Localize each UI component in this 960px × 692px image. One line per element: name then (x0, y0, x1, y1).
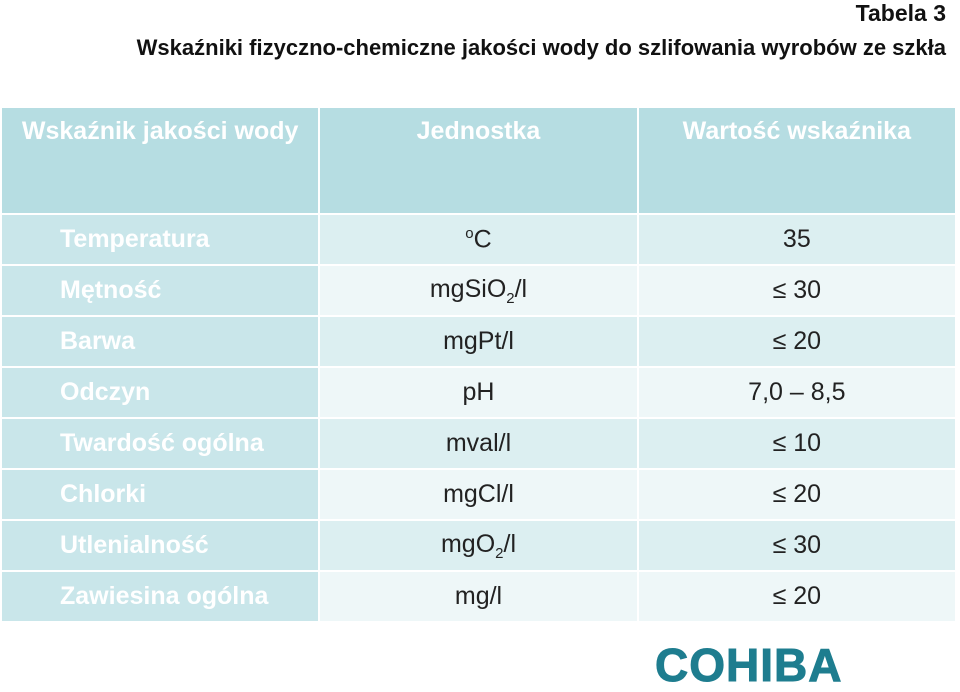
value-cell: 7,0 – 8,5 (638, 368, 955, 417)
column-header: Jednostka (320, 108, 637, 213)
table-row: Barwa mgPt/l ≤ 20 (2, 317, 955, 366)
unit-part: pH (462, 378, 495, 406)
table-row: Temperatura oC 35 (2, 215, 955, 264)
parameter-cell: Zawiesina ogólna (2, 572, 319, 621)
logo: COHIBA (654, 639, 843, 692)
parameter-cell: Twardość ogólna (2, 419, 319, 468)
unit-part: mgO (440, 529, 496, 558)
unit-cell: oC (320, 215, 637, 264)
parameter-cell: Temperatura (2, 215, 319, 264)
parameter-cell: Barwa (2, 317, 319, 366)
table-row: Chlorki mgCl/l ≤ 20 (2, 470, 955, 519)
unit-part: /l (503, 529, 517, 558)
table-row: Zawiesina ogólna mg/l ≤ 20 (2, 572, 955, 621)
value-cell: 35 (638, 215, 955, 264)
table-row: Twardość ogólna mval/l ≤ 10 (2, 419, 955, 468)
table-row: Mętność mgSiO2/l ≤ 30 (2, 266, 955, 315)
unit-cell: mgSiO2/l (320, 266, 637, 315)
unit-part: mgSiO (429, 274, 507, 303)
unit-part: 2 (495, 544, 504, 562)
unit-cell: mgPt/l (320, 317, 637, 366)
value-cell: ≤ 20 (638, 317, 955, 366)
value-cell: ≤ 30 (638, 266, 955, 315)
value-cell: ≤ 30 (638, 521, 955, 570)
parameter-cell: Utlenialność (2, 521, 319, 570)
table: Wskaźnik jakości wody Jednostka Wartość ws… (0, 106, 957, 623)
unit-cell: mg/l (320, 572, 637, 621)
unit-cell: mgO2/l (320, 521, 637, 570)
unit-part: 2 (506, 289, 515, 307)
unit-cell: mval/l (320, 419, 637, 468)
unit-part: mgCl/l (443, 480, 514, 508)
title: Wskaźniki fizyczno-chemiczne jakości wod… (136, 35, 946, 60)
unit-part: /l (514, 274, 528, 303)
unit-part: C (473, 225, 492, 254)
unit-cell: mgCl/l (320, 470, 637, 519)
unit-part: o (465, 224, 474, 242)
unit-part: mval/l (445, 429, 512, 457)
unit-cell: pH (320, 368, 637, 417)
table-row: Utlenialność mgO2/l ≤ 30 (2, 521, 955, 570)
value-cell: ≤ 20 (638, 572, 955, 621)
value-cell: ≤ 20 (638, 470, 955, 519)
parameter-cell: Mętność (2, 266, 319, 315)
column-header: Wartość wskaźnika (638, 108, 955, 213)
value-cell: ≤ 10 (638, 419, 955, 468)
parameter-cell: Odczyn (2, 368, 319, 417)
unit-part: mgPt/l (443, 327, 514, 355)
unit-part: mg/l (454, 582, 503, 610)
column-header: Wskaźnik jakości wody (2, 108, 319, 213)
table-label: Tabela 3 (855, 0, 946, 26)
parameter-cell: Chlorki (2, 470, 319, 519)
table-row: Odczyn pH 7,0 – 8,5 (2, 368, 955, 417)
